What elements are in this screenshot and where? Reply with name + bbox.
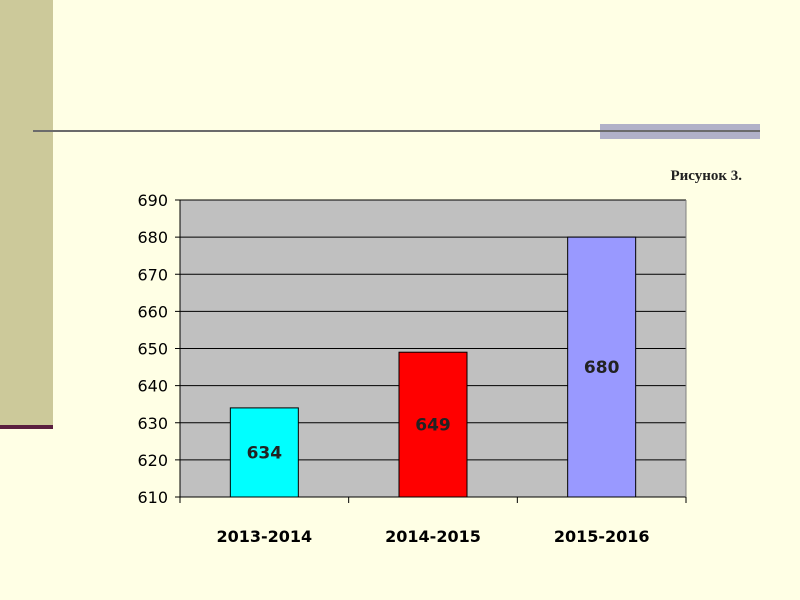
data-label: 649	[415, 416, 451, 436]
x-axis-ticks: 2013-2014 2014-2015 2015-2016	[179, 497, 687, 546]
y-tick-label: 630	[137, 414, 168, 433]
y-tick-label: 670	[137, 265, 168, 284]
x-category-label: 2014-2015	[385, 527, 481, 546]
figure-caption: Рисунок 3.	[670, 168, 742, 184]
y-tick-label: 660	[137, 302, 168, 321]
data-labels: 634 649 680	[247, 358, 620, 463]
bar-2015-2016	[567, 236, 637, 498]
y-tick-label: 610	[137, 488, 168, 507]
y-tick-label: 650	[137, 340, 168, 359]
y-axis-ticks: 610 620 630 640 650 660 670 680 690	[137, 191, 180, 507]
y-tick-label: 620	[137, 451, 168, 470]
data-label: 680	[584, 358, 620, 378]
y-tick-label: 680	[137, 228, 168, 247]
y-tick-label: 640	[137, 377, 168, 396]
sidebar-accent-line	[0, 425, 53, 429]
x-category-label: 2015-2016	[554, 527, 650, 546]
y-tick-label: 690	[137, 191, 168, 210]
bars	[229, 236, 637, 498]
bar-2013-2014	[229, 407, 299, 498]
x-category-label: 2013-2014	[216, 527, 312, 546]
title-divider-accent	[600, 124, 760, 139]
sidebar-decoration	[0, 0, 53, 425]
bar-2014-2015	[398, 351, 468, 498]
title-divider-line	[33, 130, 760, 132]
data-label: 634	[247, 443, 283, 463]
